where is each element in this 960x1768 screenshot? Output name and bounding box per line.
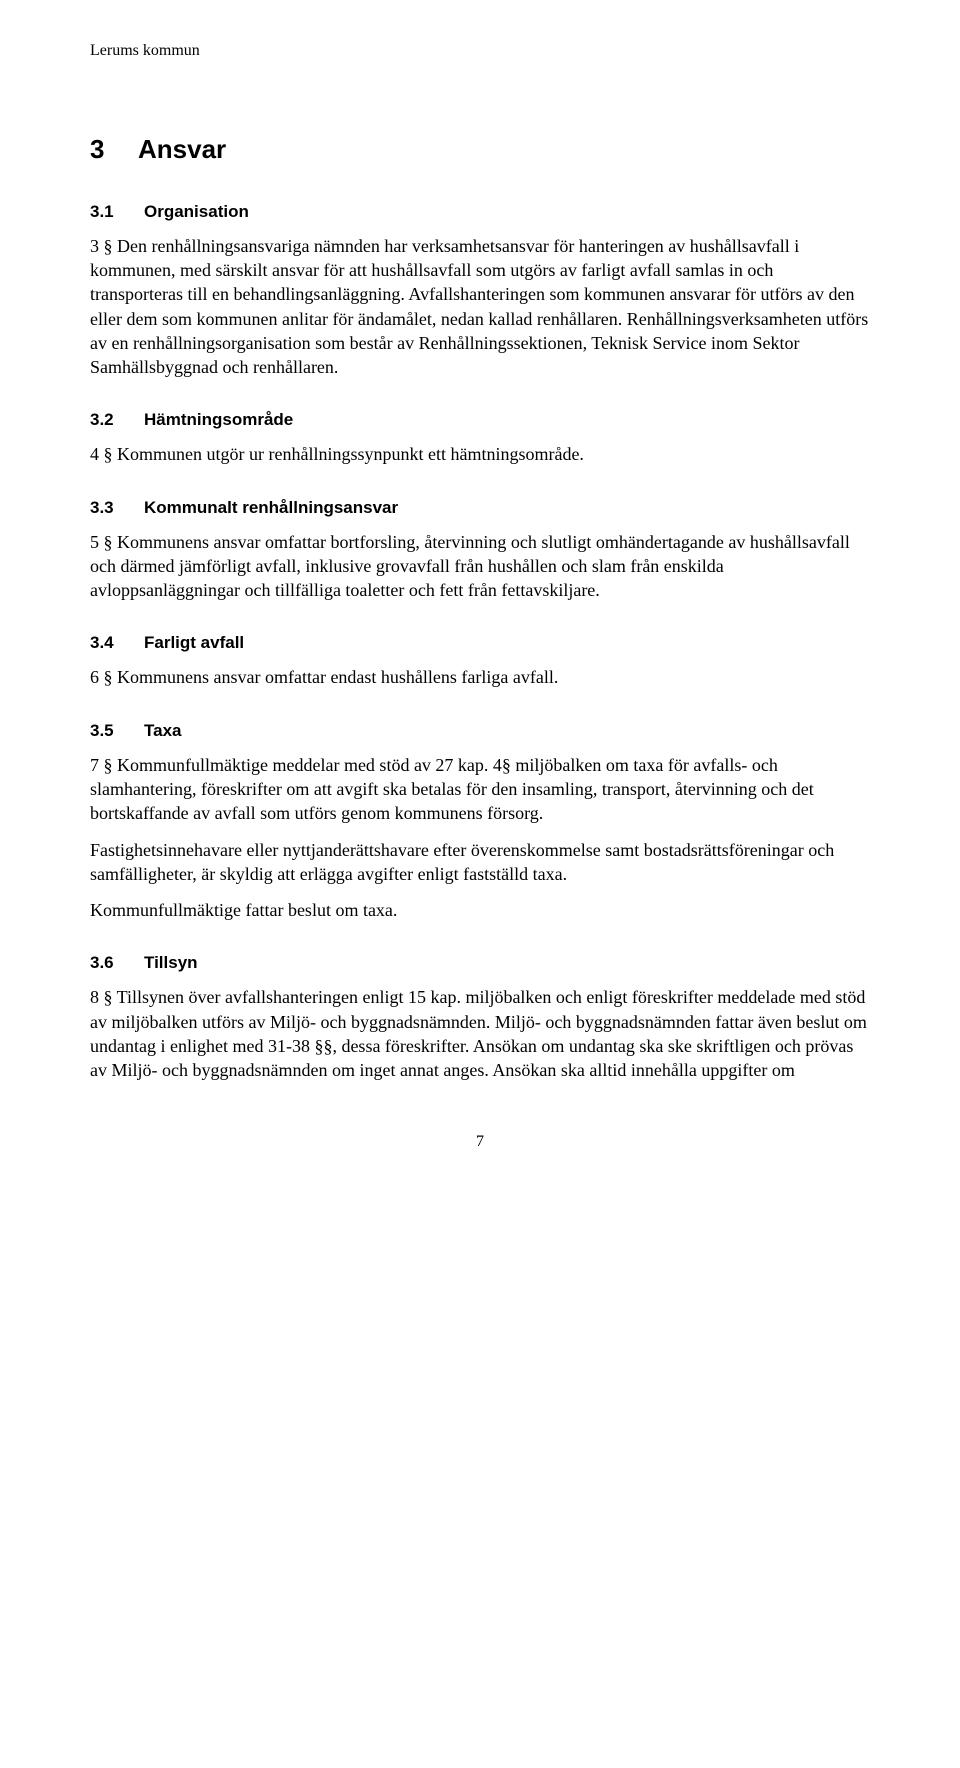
chapter-number: 3 bbox=[90, 132, 138, 167]
section-number: 3.6 bbox=[90, 952, 144, 975]
chapter-title: Ansvar bbox=[138, 134, 226, 164]
section-heading-3-4: 3.4Farligt avfall bbox=[90, 632, 870, 655]
section-number: 3.1 bbox=[90, 201, 144, 224]
section-heading-3-2: 3.2Hämtningsområde bbox=[90, 409, 870, 432]
section-title: Tillsyn bbox=[144, 953, 198, 972]
section-heading-3-5: 3.5Taxa bbox=[90, 720, 870, 743]
body-paragraph: 7 § Kommunfullmäktige meddelar med stöd … bbox=[90, 753, 870, 826]
section-title: Hämtningsområde bbox=[144, 410, 293, 429]
section-title: Taxa bbox=[144, 721, 182, 740]
section-title: Kommunalt renhållningsansvar bbox=[144, 498, 398, 517]
section-number: 3.2 bbox=[90, 409, 144, 432]
body-paragraph: Kommunfullmäktige fattar beslut om taxa. bbox=[90, 898, 870, 922]
document-header: Lerums kommun bbox=[90, 40, 870, 62]
body-paragraph: 3 § Den renhållningsansvariga nämnden ha… bbox=[90, 234, 870, 380]
body-paragraph: 5 § Kommunens ansvar omfattar bortforsli… bbox=[90, 530, 870, 603]
section-heading-3-6: 3.6Tillsyn bbox=[90, 952, 870, 975]
body-paragraph: 4 § Kommunen utgör ur renhållningssynpun… bbox=[90, 442, 870, 466]
section-title: Organisation bbox=[144, 202, 249, 221]
section-title: Farligt avfall bbox=[144, 633, 244, 652]
section-heading-3-3: 3.3Kommunalt renhållningsansvar bbox=[90, 497, 870, 520]
page-number: 7 bbox=[90, 1131, 870, 1153]
section-number: 3.4 bbox=[90, 632, 144, 655]
body-paragraph: 6 § Kommunens ansvar omfattar endast hus… bbox=[90, 665, 870, 689]
section-number: 3.3 bbox=[90, 497, 144, 520]
chapter-heading: 3Ansvar bbox=[90, 132, 870, 167]
section-heading-3-1: 3.1Organisation bbox=[90, 201, 870, 224]
body-paragraph: Fastighetsinnehavare eller nyttjanderätt… bbox=[90, 838, 870, 887]
section-number: 3.5 bbox=[90, 720, 144, 743]
body-paragraph: 8 § Tillsynen över avfallshanteringen en… bbox=[90, 985, 870, 1082]
